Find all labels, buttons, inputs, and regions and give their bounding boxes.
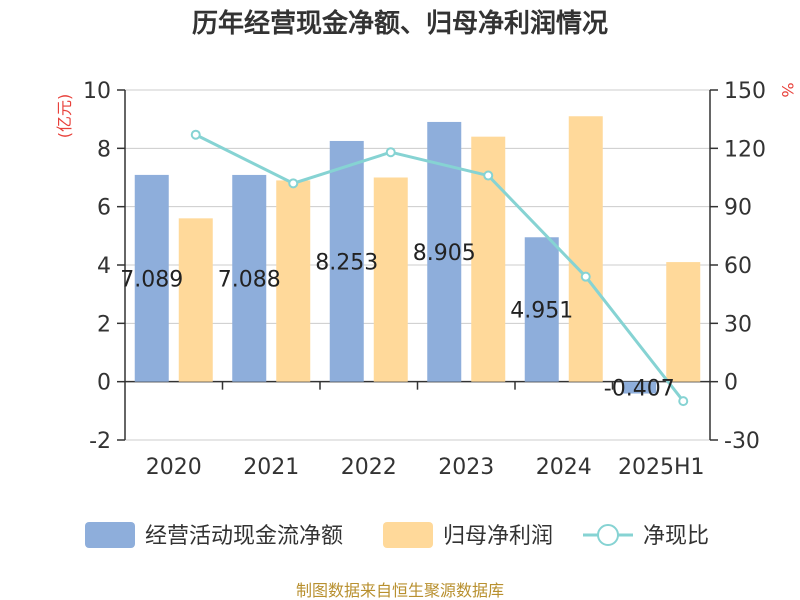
bar: [276, 180, 311, 382]
data-label: 4.951: [510, 298, 573, 323]
data-label: 7.088: [218, 267, 281, 292]
left-tick-label: 0: [97, 371, 111, 396]
right-axis-unit: %: [778, 82, 797, 97]
bar: [134, 174, 169, 382]
ratio-point: [385, 147, 396, 158]
legend-swatch: [85, 522, 135, 548]
ratio-point: [678, 396, 689, 407]
source-note: 制图数据来自恒生聚源数据库: [296, 581, 504, 600]
chart-title: 历年经营现金净额、归母净利润情况: [192, 8, 608, 39]
right-tick-label: 60: [724, 254, 752, 279]
ratio-point: [483, 170, 494, 181]
data-label: 8.253: [315, 250, 378, 275]
bar: [178, 218, 213, 382]
category-label: 2020: [146, 455, 202, 480]
legend-swatch: [383, 522, 433, 548]
legend-marker: [597, 524, 619, 546]
category-label: 2025H1: [618, 455, 705, 480]
bars: [134, 116, 701, 394]
ratio-point: [288, 178, 299, 189]
data-label: 8.905: [413, 241, 476, 266]
bar: [622, 381, 657, 394]
bar: [373, 177, 408, 382]
right-tick-label: 90: [724, 196, 752, 221]
left-tick-label: 2: [97, 312, 111, 337]
data-label: 7.089: [120, 267, 183, 292]
right-tick-label: -30: [724, 429, 760, 454]
ratio-point: [580, 271, 591, 282]
legend: 经营活动现金流净额 归母净利润 净现比: [85, 522, 709, 549]
ratio-point: [190, 129, 201, 140]
axes: -2 0 2 4 6 8 10 -30 0 30 60 90 120 150 2020 2021 2022 202…: [83, 79, 766, 480]
category-label: 2024: [536, 455, 592, 480]
ratio-line: [190, 129, 689, 407]
left-axis-unit: (亿元): [55, 94, 74, 139]
bar: [666, 262, 701, 382]
left-tick-label: 8: [97, 137, 111, 162]
left-tick-label: 6: [97, 196, 111, 221]
bar: [232, 174, 267, 382]
left-tick-label: -2: [89, 429, 111, 454]
legend-label: 经营活动现金流净额: [145, 524, 343, 549]
category-label: 2021: [243, 455, 299, 480]
right-tick-label: 120: [724, 137, 766, 162]
legend-label: 归母净利润: [443, 524, 553, 549]
bar: [329, 140, 364, 382]
bar: [524, 237, 559, 382]
category-label: 2023: [438, 455, 494, 480]
category-label: 2022: [341, 455, 397, 480]
ratio-line-path: [195, 133, 685, 403]
right-tick-label: 150: [724, 79, 766, 104]
data-labels: 7.089 7.088 8.253 8.905 4.951 -0.407: [120, 241, 674, 402]
right-tick-label: 30: [724, 312, 752, 337]
left-tick-label: 4: [97, 254, 111, 279]
bar: [568, 116, 603, 382]
data-label: -0.407: [604, 377, 675, 402]
legend-label: 净现比: [643, 524, 709, 549]
left-tick-label: 10: [83, 79, 111, 104]
right-tick-label: 0: [724, 371, 738, 396]
